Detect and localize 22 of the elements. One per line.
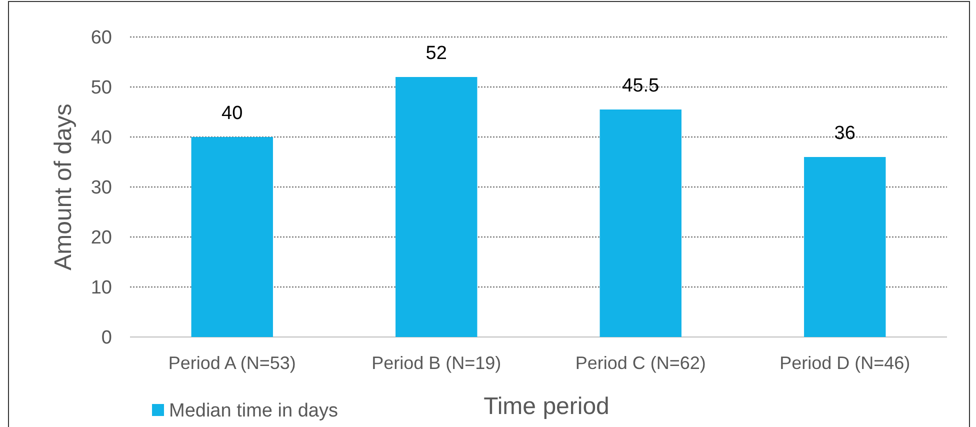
y-tick-label: 40 [90,128,112,149]
x-axis-title: Time period [484,393,610,420]
legend-label: Median time in days [169,400,338,422]
data-label: 36 [834,123,856,144]
x-tick-label: Period D (N=46) [780,353,910,373]
y-tick-label: 0 [101,328,112,349]
x-tick-label: Period C (N=62) [575,353,706,373]
data-label: 40 [222,103,243,124]
y-axis-title: Amount of days [50,104,77,270]
y-tick-label: 30 [90,178,112,199]
y-tick-label: 20 [90,228,112,249]
bar [191,137,273,337]
data-label: 52 [426,43,447,64]
y-tick-label: 60 [90,28,112,49]
bar [600,110,682,337]
bar [396,77,478,337]
data-label: 45.5 [622,76,660,96]
y-tick-label: 10 [90,278,112,299]
bar [804,157,886,337]
x-tick-label: Period A (N=53) [168,353,296,373]
x-tick-label: Period B (N=19) [372,353,502,373]
y-tick-label: 50 [90,78,112,99]
